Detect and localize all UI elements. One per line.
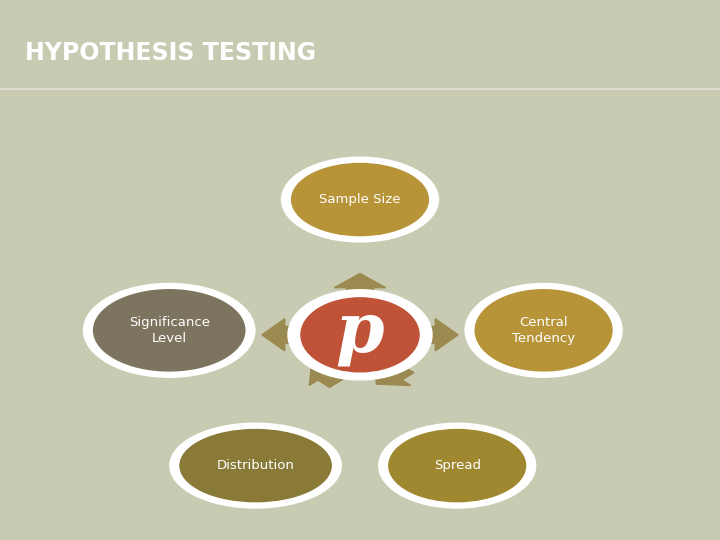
Polygon shape bbox=[419, 319, 458, 351]
Ellipse shape bbox=[282, 157, 438, 242]
Ellipse shape bbox=[379, 423, 536, 508]
Text: Central
Tendency: Central Tendency bbox=[512, 316, 575, 345]
Ellipse shape bbox=[84, 284, 255, 377]
Text: Distribution: Distribution bbox=[217, 459, 294, 472]
Circle shape bbox=[288, 290, 432, 380]
Ellipse shape bbox=[94, 290, 245, 371]
Text: HYPOTHESIS TESTING: HYPOTHESIS TESTING bbox=[25, 42, 316, 65]
Text: Sample Size: Sample Size bbox=[319, 193, 401, 206]
Text: Significance
Level: Significance Level bbox=[129, 316, 210, 345]
Text: p: p bbox=[336, 299, 384, 366]
Ellipse shape bbox=[180, 429, 331, 502]
Polygon shape bbox=[310, 363, 349, 388]
Polygon shape bbox=[262, 319, 301, 351]
Ellipse shape bbox=[475, 290, 612, 371]
Ellipse shape bbox=[465, 284, 622, 377]
Circle shape bbox=[301, 298, 419, 372]
Ellipse shape bbox=[170, 423, 341, 508]
Polygon shape bbox=[334, 273, 386, 298]
Ellipse shape bbox=[292, 164, 428, 235]
Ellipse shape bbox=[389, 429, 526, 502]
Text: Spread: Spread bbox=[433, 459, 481, 472]
Polygon shape bbox=[374, 361, 414, 386]
